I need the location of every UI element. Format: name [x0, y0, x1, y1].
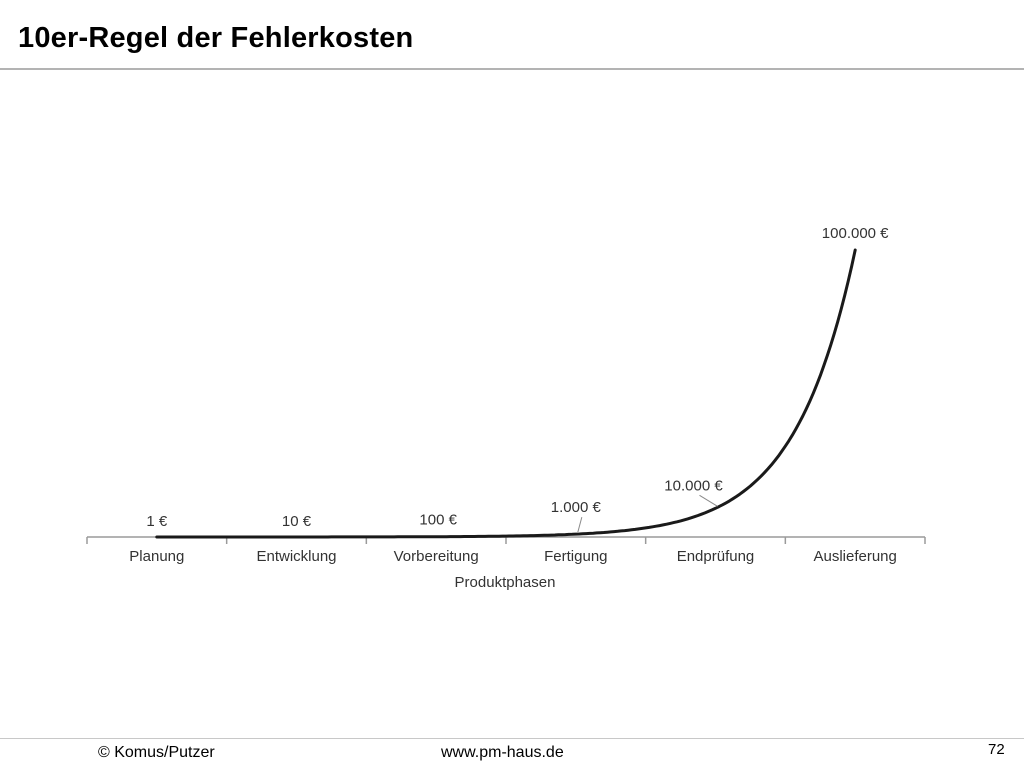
- data-value-label: 100.000 €: [822, 225, 889, 242]
- cost-curve-line: [155, 248, 857, 539]
- x-tick-label: Entwicklung: [256, 548, 336, 565]
- data-value-label: 100 €: [419, 512, 457, 529]
- footer-copyright: © Komus/Putzer: [98, 744, 215, 761]
- footer-website[interactable]: www.pm-haus.de: [441, 744, 564, 761]
- x-tick-label: Auslieferung: [813, 548, 896, 565]
- label-leader-line: [699, 494, 718, 507]
- page-number: 72: [988, 741, 1005, 758]
- data-point: [435, 536, 437, 538]
- data-value-label: 1 €: [146, 513, 168, 530]
- data-point: [715, 507, 716, 509]
- label-leader-line: [577, 517, 583, 533]
- x-tick-label: Planung: [129, 548, 184, 565]
- data-point: [156, 536, 158, 538]
- data-point: [296, 536, 297, 538]
- x-tick-label: Endprüfung: [677, 548, 755, 565]
- x-axis: Planung Entwicklung Vorbereitung Fertigung E…: [86, 536, 926, 565]
- data-value-label: 10.000 €: [664, 477, 723, 494]
- data-point: [575, 533, 577, 535]
- footer-divider: [0, 738, 1024, 739]
- x-tick-label: Vorbereitung: [394, 548, 479, 565]
- data-point: [854, 249, 856, 251]
- title-divider: [0, 68, 1024, 70]
- data-value-label: 1.000 €: [551, 499, 602, 516]
- slide-title: 10er-Regel der Fehlerkosten: [18, 22, 414, 54]
- data-value-label: 10 €: [282, 513, 312, 530]
- cost-curve: [155, 248, 857, 539]
- x-axis-title: Produktphasen: [455, 574, 556, 591]
- x-tick-label: Fertigung: [544, 548, 607, 565]
- value-labels: 1 € 10 € 100 € 1.000 € 10.000 € 100.000 €: [146, 225, 889, 533]
